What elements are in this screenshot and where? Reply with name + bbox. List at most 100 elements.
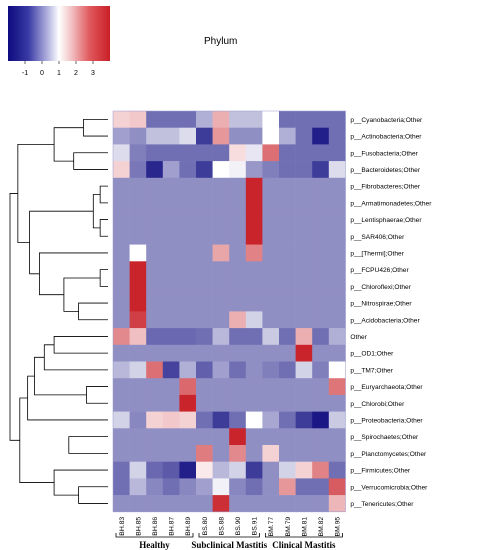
heatmap-cell: [162, 478, 180, 496]
group-label: Healthy: [139, 540, 170, 550]
row-label: p__SAR406;Other: [350, 234, 405, 241]
heatmap-cell: [146, 361, 164, 379]
heatmap-cell: [295, 144, 313, 162]
heatmap-cell: [129, 311, 147, 329]
dendrogram-branch: [17, 144, 55, 243]
heatmap-cell: [229, 194, 247, 212]
heatmap-cell: [279, 111, 296, 128]
row-dendrogram: [9, 118, 108, 504]
heatmap-cell: [295, 361, 313, 379]
heatmap-cell: [113, 261, 130, 279]
heatmap-cell: [162, 344, 180, 362]
heatmap-cell: [295, 244, 313, 262]
column-label: BH.89: [185, 517, 192, 536]
heatmap-cell: [295, 211, 313, 229]
heatmap-cell: [229, 478, 247, 496]
heatmap-cell: [295, 378, 313, 396]
heatmap-cell: [262, 311, 280, 329]
heatmap-cell: [113, 294, 130, 312]
heatmap-cell: [129, 411, 147, 429]
row-label: p__Nitrospirae;Other: [350, 301, 412, 308]
heatmap-cell: [295, 227, 313, 245]
heatmap-cell: [146, 211, 164, 229]
heatmap-cell: [229, 177, 247, 195]
heatmap-cell: [179, 328, 197, 346]
heatmap-cell: [295, 445, 313, 462]
heatmap-cell: [245, 294, 263, 312]
heatmap-cell: [129, 328, 147, 346]
colorbar-ticks: -1 0 1 2 3: [22, 61, 95, 77]
heatmap-cell: [113, 144, 130, 162]
heatmap-cell: [245, 394, 263, 412]
heatmap-frame: [112, 110, 346, 513]
heatmap-cell: [146, 311, 164, 329]
heatmap-cell: [212, 194, 230, 212]
heatmap-cell: [262, 428, 280, 446]
row-label: p__FCPU426;Other: [350, 267, 409, 274]
heatmap-cell: [113, 227, 130, 245]
heatmap-cell: [196, 194, 213, 212]
heatmap-cell: [179, 144, 197, 162]
heatmap-cell: [162, 127, 180, 145]
heatmap-cell: [196, 244, 213, 262]
heatmap-cell: [162, 144, 180, 162]
heatmap-cell: [262, 445, 280, 462]
heatmap-cell: [328, 144, 346, 162]
heatmap-cell: [262, 244, 280, 262]
row-label: p__Bacteroidetes;Other: [350, 167, 420, 174]
heatmap-cell: [262, 261, 280, 279]
heatmap-cell: [312, 344, 330, 362]
heatmap-cell: [279, 294, 296, 312]
heatmap-cell: [196, 294, 213, 312]
row-label: p__Armatimonadetes;Other: [350, 200, 432, 207]
heatmap-cell: [179, 278, 197, 295]
heatmap-cell: [262, 127, 280, 145]
heatmap-cell: [245, 344, 263, 362]
heatmap-cell: [328, 461, 346, 479]
heatmap-cell: [113, 278, 130, 295]
dendrogram-branch: [34, 356, 87, 396]
heatmap-cell: [146, 127, 164, 145]
heatmap-cell: [179, 211, 197, 229]
group-label: Subclinical Mastitis: [191, 540, 267, 550]
heatmap-cell: [113, 361, 130, 379]
heatmap-cell: [196, 461, 213, 479]
heatmap-cell: [146, 261, 164, 279]
heatmap-cell: [295, 394, 313, 412]
heatmap-cell: [328, 161, 346, 179]
row-label: p__Tenericutes;Other: [350, 501, 414, 508]
heatmap-cell: [129, 495, 147, 513]
heatmap-cell: [179, 111, 197, 128]
heatmap-cell: [279, 227, 296, 245]
heatmap-cell: [295, 127, 313, 145]
heatmap-cell: [229, 211, 247, 229]
heatmap-cell: [229, 361, 247, 379]
heatmap-cell: [312, 161, 330, 179]
column-label: BH.85: [135, 517, 142, 536]
heatmap-cell: [312, 244, 330, 262]
heatmap-cell: [162, 495, 180, 513]
heatmap-cell: [229, 495, 247, 513]
heatmap-cell: [196, 311, 213, 329]
heatmap-cell: [179, 361, 197, 379]
heatmap-cell: [196, 428, 213, 446]
heatmap-cell: [146, 144, 164, 162]
heatmap-cell: [229, 344, 247, 362]
heatmap-cell: [179, 311, 197, 329]
column-label: BS.91: [252, 517, 259, 536]
heatmap-cell: [279, 445, 296, 462]
heatmap-cell: [229, 111, 247, 128]
row-label: p__Acidobacteria;Other: [350, 317, 420, 324]
heatmap-cell: [229, 261, 247, 279]
heatmap-cell: [312, 495, 330, 513]
heatmap-cell: [245, 127, 263, 145]
heatmap-cell: [279, 311, 296, 329]
heatmap-cell: [312, 144, 330, 162]
heatmap-cell: [113, 194, 130, 212]
heatmap-cell: [229, 378, 247, 396]
heatmap-cell: [328, 428, 346, 446]
heatmap-cell: [212, 478, 230, 496]
dendrogram-branch: [68, 436, 108, 454]
heatmap-cell: [162, 278, 180, 295]
heatmap-cell: [113, 394, 130, 412]
